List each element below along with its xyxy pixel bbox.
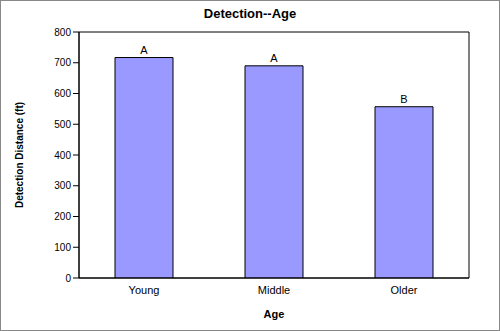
- svg-text:Middle: Middle: [258, 284, 290, 296]
- svg-text:500: 500: [54, 119, 71, 130]
- svg-text:300: 300: [54, 180, 71, 191]
- svg-text:Older: Older: [391, 284, 418, 296]
- svg-text:A: A: [270, 52, 278, 64]
- svg-text:Young: Young: [129, 284, 160, 296]
- svg-text:200: 200: [54, 211, 71, 222]
- svg-text:100: 100: [54, 242, 71, 253]
- svg-text:Age: Age: [264, 308, 285, 320]
- svg-text:700: 700: [54, 57, 71, 68]
- svg-text:A: A: [140, 44, 148, 56]
- svg-text:600: 600: [54, 88, 71, 99]
- html-text:Detection--Age: Detection--Age: [203, 6, 297, 21]
- svg-text:B: B: [400, 93, 407, 105]
- svg-text:800: 800: [54, 27, 71, 38]
- svg-text:0: 0: [65, 273, 71, 284]
- svg-text:400: 400: [54, 150, 71, 161]
- svg-text:Detection Distance (ft): Detection Distance (ft): [14, 102, 25, 208]
